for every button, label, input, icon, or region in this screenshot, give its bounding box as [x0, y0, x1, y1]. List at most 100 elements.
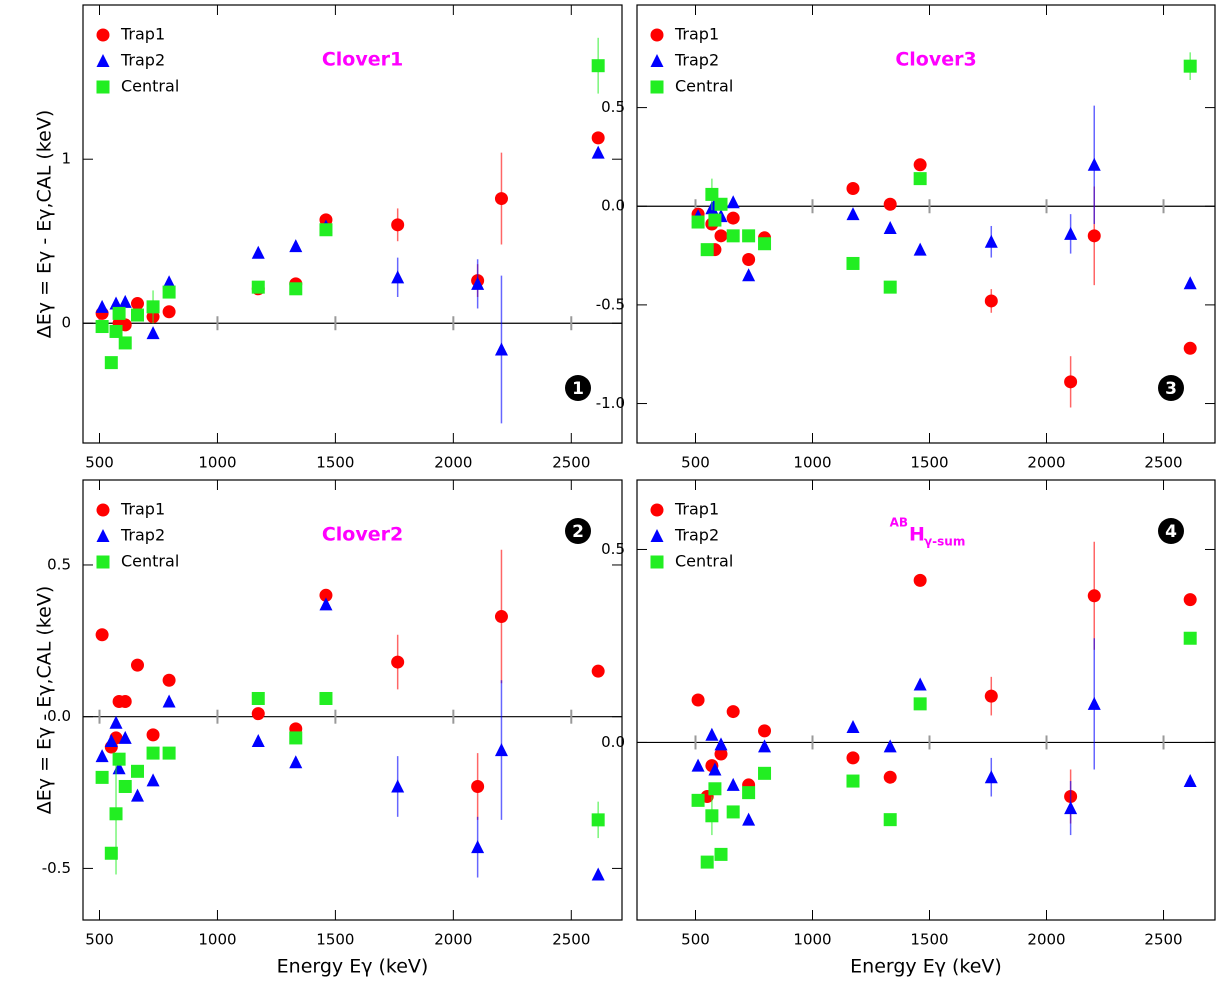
- marker: [708, 762, 722, 776]
- y-axis-label: ΔEγ = Eγ - Eγ,CAL (keV): [34, 110, 56, 338]
- x-tick-label: 1500: [316, 454, 354, 472]
- marker: [118, 336, 132, 350]
- y-tick-label: -1.0: [596, 394, 625, 412]
- x-tick-label: 1500: [316, 931, 354, 949]
- marker: [591, 145, 605, 159]
- y-tick-label: 1: [61, 150, 71, 168]
- marker: [471, 779, 485, 793]
- legend-label: Central: [121, 77, 179, 96]
- marker: [1183, 631, 1197, 645]
- marker: [742, 268, 756, 282]
- marker: [104, 733, 118, 747]
- title: Clover3: [895, 49, 976, 71]
- marker: [251, 691, 265, 705]
- x-tick-label: 2500: [1144, 931, 1182, 949]
- marker: [1064, 375, 1078, 389]
- marker: [883, 770, 897, 784]
- marker: [112, 752, 126, 766]
- marker: [95, 299, 109, 313]
- marker: [708, 213, 722, 227]
- marker: [591, 59, 605, 73]
- marker: [714, 747, 728, 761]
- marker: [742, 229, 756, 243]
- x-tick-label: 2500: [552, 454, 590, 472]
- y-tick-label: 0: [61, 314, 71, 332]
- marker: [742, 786, 756, 800]
- marker: [1183, 341, 1197, 355]
- marker: [591, 664, 605, 678]
- marker: [726, 195, 740, 209]
- x-tick-label: 1500: [910, 931, 948, 949]
- marker: [112, 306, 126, 320]
- marker: [162, 305, 176, 319]
- y-tick-label: -0.5: [596, 295, 625, 313]
- marker: [1087, 589, 1101, 603]
- marker: [1183, 59, 1197, 73]
- marker: [846, 774, 860, 788]
- marker: [95, 628, 109, 642]
- marker: [95, 320, 109, 334]
- legend-label: Trap2: [120, 526, 165, 545]
- marker: [758, 237, 772, 251]
- x-tick-label: 500: [681, 931, 710, 949]
- title: Clover1: [322, 49, 403, 71]
- marker: [846, 720, 860, 734]
- title: Clover2: [322, 524, 403, 546]
- marker: [109, 715, 123, 729]
- marker: [391, 779, 405, 793]
- marker: [591, 813, 605, 827]
- marker: [846, 256, 860, 270]
- marker: [96, 529, 110, 542]
- marker: [391, 218, 405, 232]
- marker: [96, 80, 110, 94]
- marker: [146, 773, 160, 787]
- x-tick-label: 500: [85, 931, 114, 949]
- marker: [913, 172, 927, 186]
- marker: [1183, 774, 1197, 788]
- marker: [913, 573, 927, 587]
- y-tick-label: 0.5: [601, 98, 625, 116]
- marker: [913, 697, 927, 711]
- marker: [146, 300, 160, 314]
- marker: [391, 655, 405, 669]
- x-tick-label: 2000: [434, 454, 472, 472]
- marker: [494, 743, 508, 757]
- badge-circle: [565, 518, 591, 544]
- marker: [883, 813, 897, 827]
- x-tick-label: 2000: [434, 931, 472, 949]
- marker: [691, 793, 705, 807]
- marker: [391, 270, 405, 284]
- marker: [130, 297, 144, 311]
- title-sup: AB: [890, 516, 908, 530]
- badge-number: 3: [1165, 379, 1177, 399]
- marker: [705, 727, 719, 741]
- marker: [913, 158, 927, 172]
- marker: [471, 276, 485, 290]
- marker: [913, 677, 927, 691]
- marker: [118, 294, 132, 308]
- badge-number: 2: [572, 522, 584, 542]
- marker: [1087, 696, 1101, 710]
- badge-circle: [1158, 518, 1184, 544]
- marker: [883, 280, 897, 294]
- marker: [96, 555, 110, 569]
- marker: [1064, 226, 1078, 240]
- legend-label: Central: [675, 552, 733, 571]
- x-tick-label: 500: [85, 454, 114, 472]
- marker: [700, 855, 714, 869]
- badge-number: 4: [1165, 522, 1177, 542]
- marker: [494, 192, 508, 206]
- marker: [96, 28, 110, 42]
- plot-frame: [636, 479, 1216, 921]
- title-sub: γ-sum: [924, 535, 965, 549]
- marker: [162, 746, 176, 760]
- marker: [708, 782, 722, 796]
- marker: [705, 187, 719, 201]
- marker: [319, 588, 333, 602]
- marker: [726, 229, 740, 243]
- marker: [650, 28, 664, 42]
- marker: [984, 770, 998, 784]
- legend-label: Trap1: [120, 25, 165, 44]
- marker: [883, 197, 897, 211]
